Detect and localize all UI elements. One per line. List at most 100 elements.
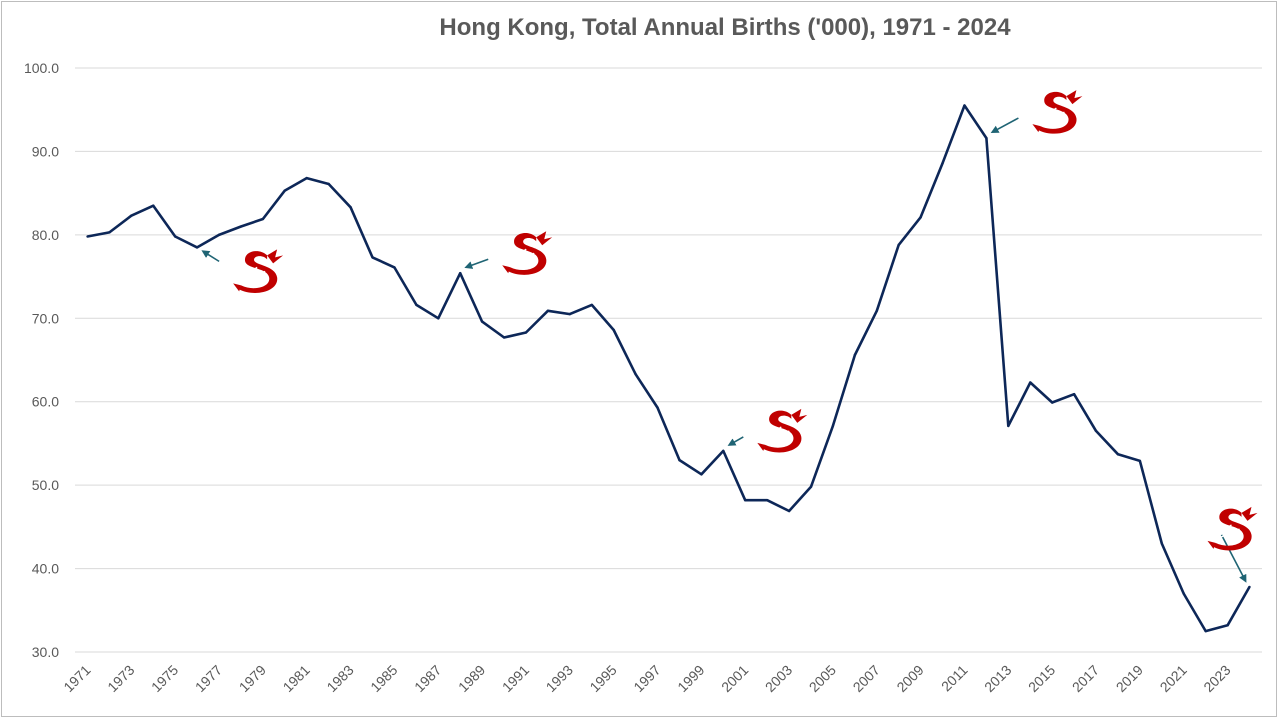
x-tick-label: 1987 [411, 662, 444, 695]
dragon-year-annotation [464, 231, 553, 275]
data-point [568, 312, 572, 316]
data-point [502, 336, 506, 339]
x-tick-label: 1995 [586, 662, 619, 695]
y-tick-label: 80.0 [32, 227, 59, 243]
x-tick-label: 1971 [60, 662, 93, 695]
data-point [1204, 629, 1207, 633]
annotation-arrow [464, 258, 489, 269]
data-point [1029, 381, 1032, 384]
x-axis-ticks: 1971 1973 1975 1977 1979 1981 1983 1985 1987 1989… [60, 662, 1234, 695]
data-point [217, 233, 221, 237]
data-point [656, 406, 659, 409]
x-tick-label: 2013 [981, 662, 1014, 695]
dragon-year-annotation [727, 408, 808, 453]
data-point [459, 272, 462, 275]
y-tick-label: 90.0 [32, 143, 59, 159]
data-point [305, 176, 308, 180]
y-tick-label: 60.0 [32, 394, 59, 410]
data-point [173, 235, 177, 238]
y-tick-label: 30.0 [32, 644, 59, 660]
data-point [941, 161, 944, 165]
x-tick-label: 1975 [148, 662, 181, 695]
data-point [1160, 542, 1164, 545]
x-tick-label: 1989 [455, 662, 488, 695]
data-point [152, 204, 155, 207]
data-point [437, 317, 440, 320]
data-point [283, 189, 287, 192]
x-tick-label: 2023 [1200, 662, 1233, 695]
dragon-year-annotation [201, 249, 284, 293]
data-point [897, 243, 900, 247]
annotation-arrow [727, 436, 744, 446]
data-point [1116, 453, 1120, 456]
data-point [195, 246, 199, 249]
data-point [612, 328, 615, 332]
dragon-icon [502, 231, 553, 275]
x-tick-label: 2001 [718, 662, 751, 695]
data-point [1072, 393, 1076, 396]
gridlines [75, 67, 1262, 653]
annotation-arrow [1220, 534, 1247, 583]
data-point [393, 266, 396, 269]
data-point [86, 235, 89, 238]
dragon-icon [1207, 506, 1258, 551]
x-tick-label: 2003 [762, 662, 795, 695]
data-point [590, 303, 593, 307]
data-point [261, 217, 265, 221]
x-tick-label: 2019 [1113, 662, 1146, 695]
data-point [678, 458, 681, 462]
data-point [985, 136, 988, 140]
data-point [1007, 424, 1010, 428]
data-point [744, 498, 747, 502]
annotation-arrow [201, 250, 220, 263]
data-point [130, 214, 133, 217]
x-tick-label: 1973 [104, 662, 137, 695]
x-tick-label: 2011 [938, 662, 971, 695]
x-tick-label: 2005 [806, 662, 839, 695]
y-tick-label: 70.0 [32, 310, 59, 326]
data-point [327, 182, 330, 186]
series-line [87, 104, 1251, 633]
x-tick-label: 1981 [280, 662, 313, 695]
data-point [1138, 459, 1142, 463]
x-tick-label: 1983 [323, 662, 356, 695]
annotation-arrow [990, 117, 1019, 134]
data-point [1094, 429, 1098, 433]
data-point [875, 309, 878, 312]
dragon-icon [757, 408, 808, 453]
data-point [524, 331, 528, 334]
x-tick-label: 1999 [674, 662, 707, 695]
x-tick-label: 2007 [850, 662, 883, 695]
y-axis-ticks: 30.0 40.0 50.0 60.0 70.0 80.0 90.0 100.0 [24, 60, 59, 660]
x-tick-label: 1979 [236, 662, 269, 695]
data-point [963, 104, 966, 107]
series-line-group [86, 104, 1251, 633]
data-point [853, 353, 857, 357]
data-point [546, 309, 550, 312]
chart-title: Hong Kong, Total Annual Births ('000), 1… [439, 14, 1011, 41]
y-tick-label: 50.0 [32, 477, 59, 493]
data-point [722, 449, 725, 453]
data-point [1050, 401, 1054, 404]
dragon-icon [233, 249, 284, 293]
data-point [1182, 592, 1185, 595]
data-point [919, 216, 922, 219]
dragon-year-annotation [990, 90, 1083, 134]
data-point [1226, 624, 1229, 627]
data-point [634, 372, 637, 376]
data-point [809, 485, 813, 489]
dragon-year-annotation [1207, 506, 1258, 583]
dragon-annotations [201, 90, 1258, 583]
data-point [765, 498, 769, 502]
data-point [831, 424, 835, 428]
data-point [108, 231, 111, 234]
data-point [371, 256, 374, 259]
x-tick-label: 1985 [367, 662, 400, 695]
data-point [349, 206, 352, 209]
x-tick-label: 2015 [1025, 662, 1058, 695]
data-point [239, 225, 243, 228]
data-point [480, 320, 484, 323]
x-tick-label: 2017 [1069, 662, 1102, 695]
